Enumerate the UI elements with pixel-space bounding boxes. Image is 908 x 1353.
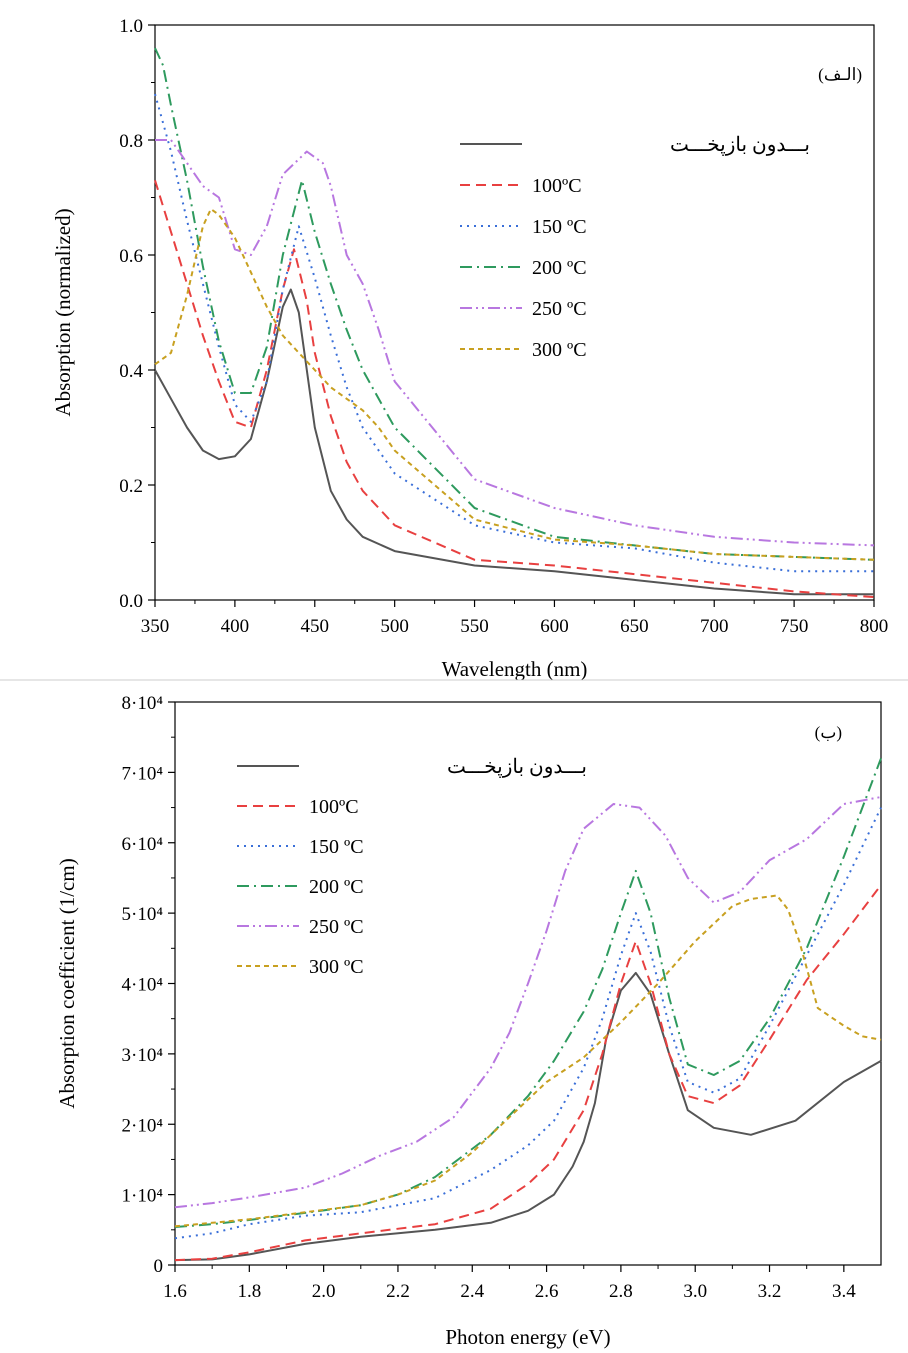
legend-label-4: 250 ºC bbox=[309, 916, 364, 938]
series-line-2 bbox=[174, 807, 882, 1240]
chart-panel-b: 1.6 1.8 2.0 2.2 2.4 2.6 2.8 3.0 3.2 3.4 0 1·10⁴ 2·10… bbox=[55, 693, 882, 1349]
series-line-2 bbox=[154, 93, 874, 573]
x-axis-label-b: Photon energy (eV) bbox=[445, 1325, 610, 1349]
ticks-group-a: 350 400 450 500 550 600 650 700 750 800 0.0 0.2 0.4 0… bbox=[119, 16, 888, 637]
series-group-b bbox=[174, 757, 882, 1262]
y-tick-label: 1.0 bbox=[119, 16, 143, 37]
series-line-1 bbox=[174, 884, 882, 1262]
y-tick-label: 0.0 bbox=[119, 591, 143, 612]
x-tick-label: 800 bbox=[860, 616, 889, 637]
series-line-4 bbox=[174, 796, 882, 1209]
x-tick-label: 500 bbox=[380, 616, 409, 637]
y-tick-label: 0.6 bbox=[119, 246, 143, 267]
legend-a: بـــدون بازپخـــت 100ºC 150 ºC 200 ºC 250 ºC… bbox=[460, 134, 810, 361]
series-line-3 bbox=[154, 47, 875, 561]
ticks-group-b: 1.6 1.8 2.0 2.2 2.4 2.6 2.8 3.0 3.2 3.4 0 1·10⁴ 2·10… bbox=[122, 693, 857, 1302]
y-tick-label: 7·10⁴ bbox=[122, 763, 164, 784]
x-tick-label: 650 bbox=[620, 616, 649, 637]
y-axis-label-b: Absorption coefficient (1/cm) bbox=[55, 858, 79, 1108]
x-tick-label: 3.2 bbox=[758, 1281, 782, 1302]
y-tick-label: 0.4 bbox=[119, 361, 143, 382]
legend-label-0: بـــدون بازپخـــت bbox=[670, 134, 810, 156]
x-axis-label-a: Wavelength (nm) bbox=[442, 657, 588, 681]
x-tick-label: 3.4 bbox=[832, 1281, 856, 1302]
y-tick-label: 6·10⁴ bbox=[122, 834, 164, 855]
chart-panel-a: 350 400 450 500 550 600 650 700 750 800 0.0 0.2 0.4 0… bbox=[51, 16, 888, 681]
legend-label-2: 150 ºC bbox=[532, 216, 587, 238]
x-tick-label: 2.4 bbox=[460, 1281, 484, 1302]
x-tick-label: 700 bbox=[700, 616, 729, 637]
x-tick-label: 750 bbox=[780, 616, 809, 637]
series-line-0 bbox=[154, 288, 874, 596]
x-tick-label: 350 bbox=[141, 616, 170, 637]
legend-label-3: 200 ºC bbox=[532, 257, 587, 279]
y-tick-label: 1·10⁴ bbox=[122, 1186, 164, 1207]
x-tick-label: 550 bbox=[460, 616, 489, 637]
x-tick-label: 3.0 bbox=[683, 1281, 707, 1302]
series-line-3 bbox=[174, 757, 882, 1228]
series-line-1 bbox=[154, 180, 875, 599]
x-tick-label: 2.8 bbox=[609, 1281, 633, 1302]
legend-label-0: بـــدون بازپخـــت bbox=[447, 756, 587, 778]
x-tick-label: 2.0 bbox=[312, 1281, 336, 1302]
y-tick-label: 4·10⁴ bbox=[122, 975, 164, 996]
legend-b: بـــدون بازپخـــت 100ºC 150 ºC 200 ºC 250 ºC… bbox=[237, 756, 587, 978]
x-tick-label: 1.6 bbox=[163, 1281, 187, 1302]
panel-label-a: (الـف) bbox=[818, 65, 862, 84]
legend-label-1: 100ºC bbox=[532, 175, 582, 197]
y-tick-label: 2·10⁴ bbox=[122, 1115, 164, 1136]
plot-frame-a bbox=[154, 24, 875, 601]
y-tick-label: 0.8 bbox=[119, 131, 143, 152]
series-line-0 bbox=[174, 971, 882, 1262]
y-axis-label-a: Absorption (normalized) bbox=[51, 208, 75, 416]
x-tick-label: 400 bbox=[221, 616, 250, 637]
legend-label-4: 250 ºC bbox=[532, 298, 587, 320]
x-tick-label: 1.8 bbox=[237, 1281, 261, 1302]
x-tick-label: 450 bbox=[301, 616, 330, 637]
y-tick-label: 0 bbox=[154, 1256, 164, 1277]
x-tick-label: 2.6 bbox=[535, 1281, 559, 1302]
series-line-5 bbox=[154, 208, 875, 561]
legend-label-1: 100ºC bbox=[309, 796, 359, 818]
x-tick-label: 2.2 bbox=[386, 1281, 410, 1302]
legend-label-5: 300 ºC bbox=[532, 339, 587, 361]
panel-label-b: (ب) bbox=[815, 723, 842, 742]
legend-label-5: 300 ºC bbox=[309, 956, 364, 978]
series-line-5 bbox=[174, 894, 882, 1228]
legend-label-2: 150 ºC bbox=[309, 836, 364, 858]
legend-label-3: 200 ºC bbox=[309, 876, 364, 898]
series-line-4 bbox=[155, 139, 875, 547]
y-tick-label: 0.2 bbox=[119, 476, 143, 497]
y-tick-label: 3·10⁴ bbox=[122, 1045, 164, 1066]
series-group-a bbox=[154, 47, 875, 599]
x-tick-label: 600 bbox=[540, 616, 569, 637]
y-tick-label: 5·10⁴ bbox=[122, 904, 164, 925]
y-tick-label: 8·10⁴ bbox=[122, 693, 164, 714]
